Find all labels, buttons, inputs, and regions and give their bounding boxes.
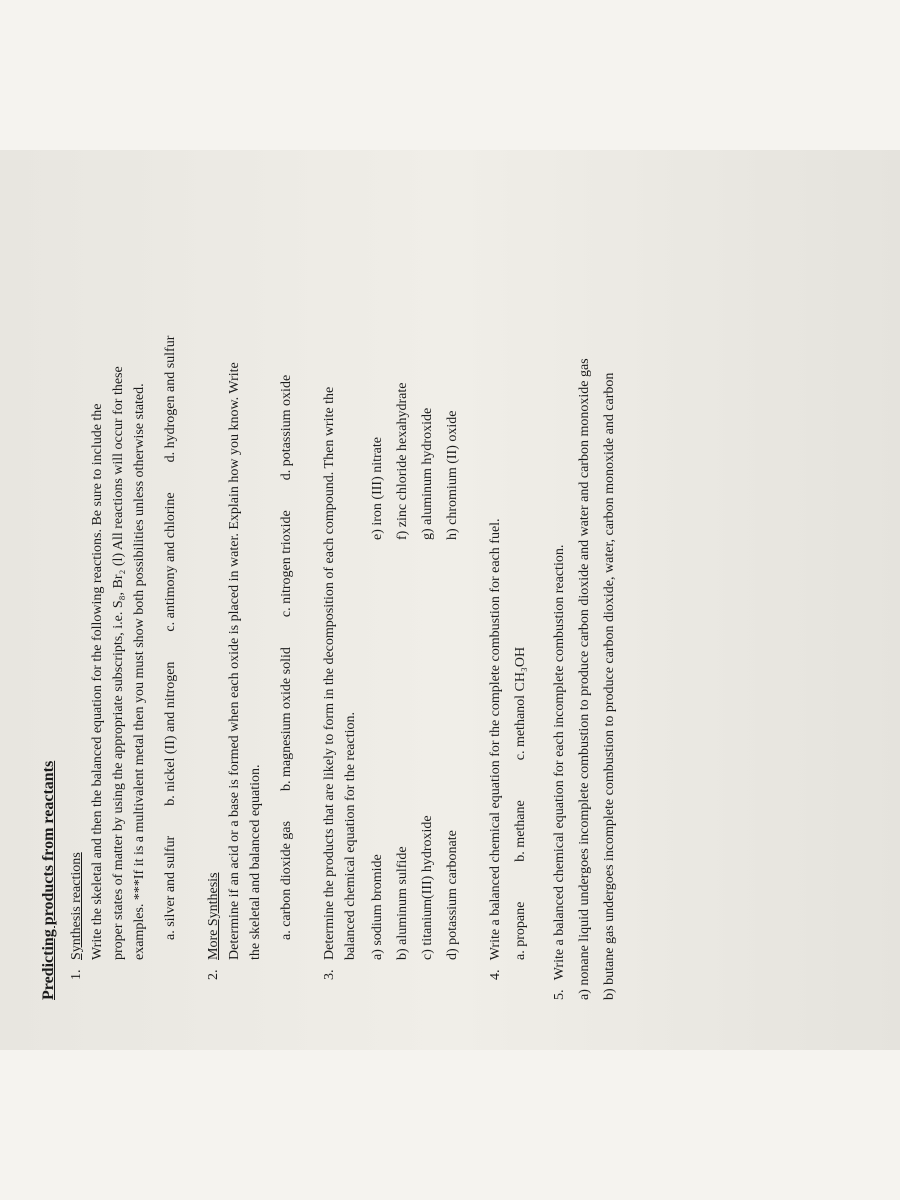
q4-text: Write a balanced chemical equation for t… <box>488 518 503 960</box>
main-title: Predicting products from reactants <box>40 200 58 1000</box>
q2-item-a: a. carbon dioxide gas <box>276 821 297 940</box>
q2-line1: Determine if an acid or a base is formed… <box>224 200 245 960</box>
q3-item-b: b) aluminum sulfide <box>392 620 413 960</box>
q3-item-c: c) titanium(III) hydroxide <box>417 620 438 960</box>
question-1: 1. Synthesis reactions Write the skeleta… <box>66 200 185 1000</box>
q1-line2: proper states of matter by using the app… <box>108 200 129 960</box>
q3-number: 3. <box>319 970 340 981</box>
q5-text: Write a balanced chemical equation for e… <box>552 545 567 981</box>
q5-number: 5. <box>549 990 570 1001</box>
q3-item-d: d) potassium carbonate <box>442 620 463 960</box>
q1-number: 1. <box>66 970 87 981</box>
q5-item-a: a) nonane liquid undergoes incomplete co… <box>574 200 595 1000</box>
q4-item-c: c. methanol CH₃OH <box>510 647 531 760</box>
q3-item-g: g) aluminum hydroxide <box>417 200 438 540</box>
page-content: Predicting products from reactants 1. Sy… <box>0 150 900 1050</box>
q3-item-h: h) chromium (II) oxide <box>442 200 463 540</box>
q1-line1: Write the skeletal and then the balanced… <box>87 200 108 960</box>
question-3: 3. Determine the products that are likel… <box>319 200 467 1000</box>
q1-item-d: d. hydrogen and sulfur <box>160 336 181 463</box>
q2-line2: the skeletal and balanced equation. <box>245 200 266 960</box>
q2-number: 2. <box>203 970 224 981</box>
q4-item-a: a. propane <box>510 902 531 960</box>
q5-item-b: b) butane gas undergoes incomplete combu… <box>599 200 620 1000</box>
q3-item-f: f) zinc chloride hexahydrate <box>392 200 413 540</box>
question-2: 2. More Synthesis Determine if an acid o… <box>203 200 301 1000</box>
q3-line2: balanced chemical equation for the react… <box>340 200 361 960</box>
q2-item-b: b. magnesium oxide solid <box>276 647 297 791</box>
q3-item-e: e) iron (III) nitrate <box>367 200 388 540</box>
q3-left-col: a) sodium bromide b) aluminum sulfide c)… <box>367 620 467 960</box>
q1-title: Synthesis reactions <box>69 852 84 960</box>
q3-text: Determine the products that are likely t… <box>322 387 337 960</box>
q3-right-col: e) iron (III) nitrate f) zinc chloride h… <box>367 200 467 540</box>
q1-item-c: c. antimony and chlorine <box>160 492 181 631</box>
q2-item-c: c. nitrogen trioxide <box>276 510 297 617</box>
question-5: 5. Write a balanced chemical equation fo… <box>549 200 620 1000</box>
q4-item-b: b. methane <box>510 800 531 861</box>
q1-item-a: a. silver and sulfur <box>160 836 181 940</box>
q1-item-b: b. nickel (II) and nitrogen <box>160 662 181 806</box>
q2-title: More Synthesis <box>206 873 221 961</box>
q3-item-a: a) sodium bromide <box>367 620 388 960</box>
question-4: 4. Write a balanced chemical equation fo… <box>485 200 531 1000</box>
q4-number: 4. <box>485 970 506 981</box>
q2-item-d: d. potassium oxide <box>276 375 297 480</box>
q1-line3: examples. ***If it is a multivalent meta… <box>129 200 150 960</box>
